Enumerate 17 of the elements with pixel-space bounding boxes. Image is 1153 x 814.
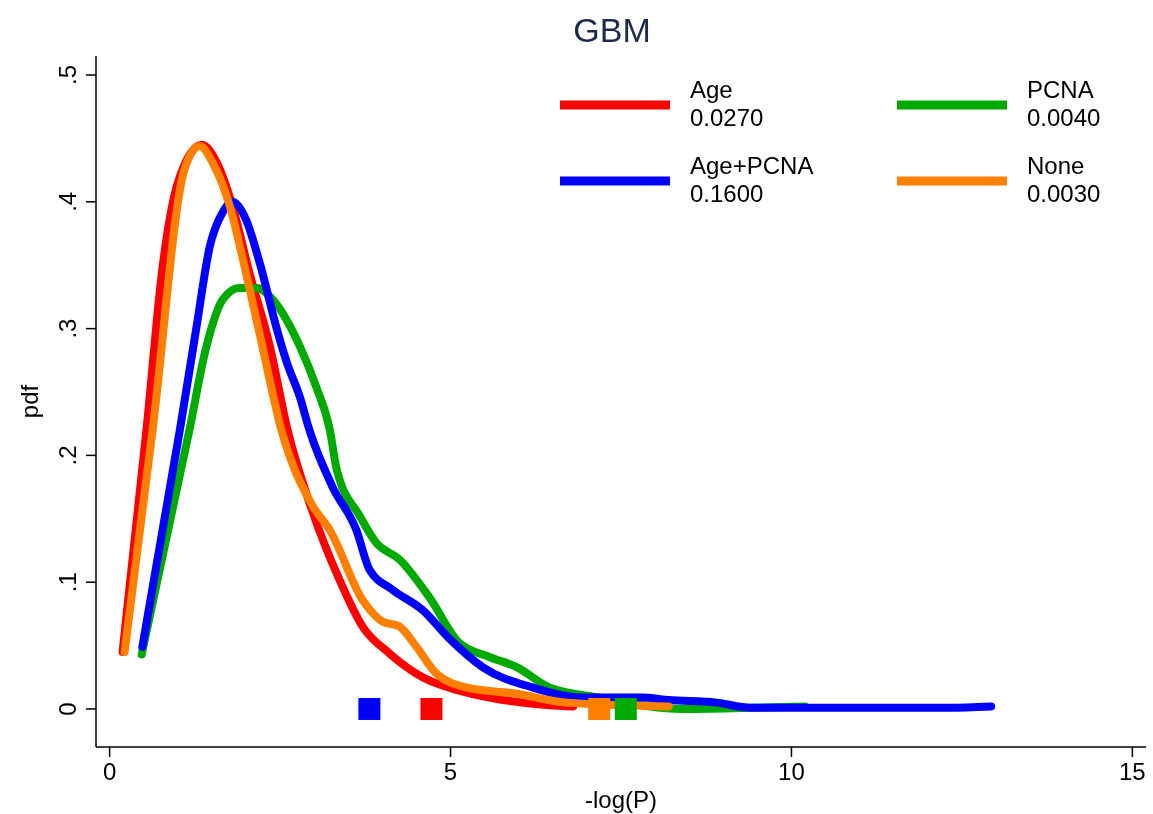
y-tick-label: .3	[54, 318, 81, 339]
legend-label: Age+PCNA 0.1600	[690, 152, 814, 207]
y-axis-title: pdf	[16, 384, 43, 419]
legend-label: PCNA 0.0040	[1027, 76, 1101, 131]
chart-title: GBM	[573, 11, 651, 49]
x-tick-label: 5	[443, 758, 458, 785]
x-axis-title: -log(P)	[584, 786, 658, 813]
legend-label: None 0.0030	[1027, 152, 1101, 207]
y-tick-label: 0	[54, 702, 81, 716]
x-tick-label: 15	[1119, 758, 1146, 785]
y-tick-label: .4	[54, 191, 81, 212]
x-tick-label: 0	[102, 758, 117, 785]
x-tick-label: 10	[778, 758, 805, 785]
y-tick-label: .5	[54, 65, 81, 86]
legend-label: Age 0.0270	[690, 76, 764, 131]
y-tick-label: .2	[54, 445, 81, 466]
y-tick-label: .1	[54, 572, 81, 593]
